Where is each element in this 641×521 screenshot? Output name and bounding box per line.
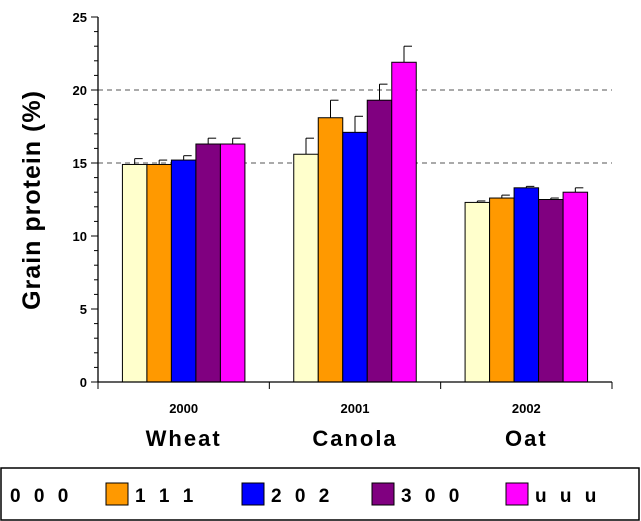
bar [538,199,564,383]
legend-swatch [371,482,395,506]
error-bars [134,45,584,203]
x-year-label: 2000 [169,401,198,416]
legend-swatch [241,482,265,506]
bar [219,143,246,383]
bar [342,131,368,383]
legend-swatch [505,482,529,506]
bar [317,117,344,383]
legend-label: 1 1 1 [135,486,197,507]
legend-label: 3 0 0 [401,486,463,507]
axes [91,16,613,389]
y-tick-label: 0 [80,375,87,390]
bar [489,197,515,383]
y-tick-label: 5 [80,302,87,317]
y-tick-label: 15 [73,156,87,171]
legend-swatch [105,482,129,506]
legend-label: 2 0 2 [271,486,333,507]
x-crop-label: Oat [505,426,548,451]
y-tick-label: 25 [73,10,87,25]
x-crop-label: Wheat [146,426,222,451]
legend-label: 0 0 0 [10,486,72,507]
x-crop-label: Canola [312,426,397,451]
bar [391,61,417,383]
y-tick-labels: 0 5 10 15 20 25 [73,10,87,390]
x-year-label: 2002 [512,401,541,416]
bars [121,61,589,383]
y-tick-label: 10 [73,229,87,244]
bar [562,191,589,383]
bar [366,99,393,383]
bar [146,163,172,383]
y-axis-label: Grain protein (%) [18,90,46,310]
x-year-label: 2001 [341,401,370,416]
bar [170,159,197,383]
bar [195,143,221,383]
x-category-labels: 2000 Wheat 2001 Canola 2002 Oat [146,401,548,451]
y-tick-label: 20 [73,83,87,98]
legend: 0 0 0 1 1 1 2 0 2 3 0 0 u u u [0,467,640,521]
bar [513,187,540,383]
legend-label: u u u [535,486,600,507]
bar [464,201,491,383]
bar [293,153,319,383]
bar [121,163,148,383]
